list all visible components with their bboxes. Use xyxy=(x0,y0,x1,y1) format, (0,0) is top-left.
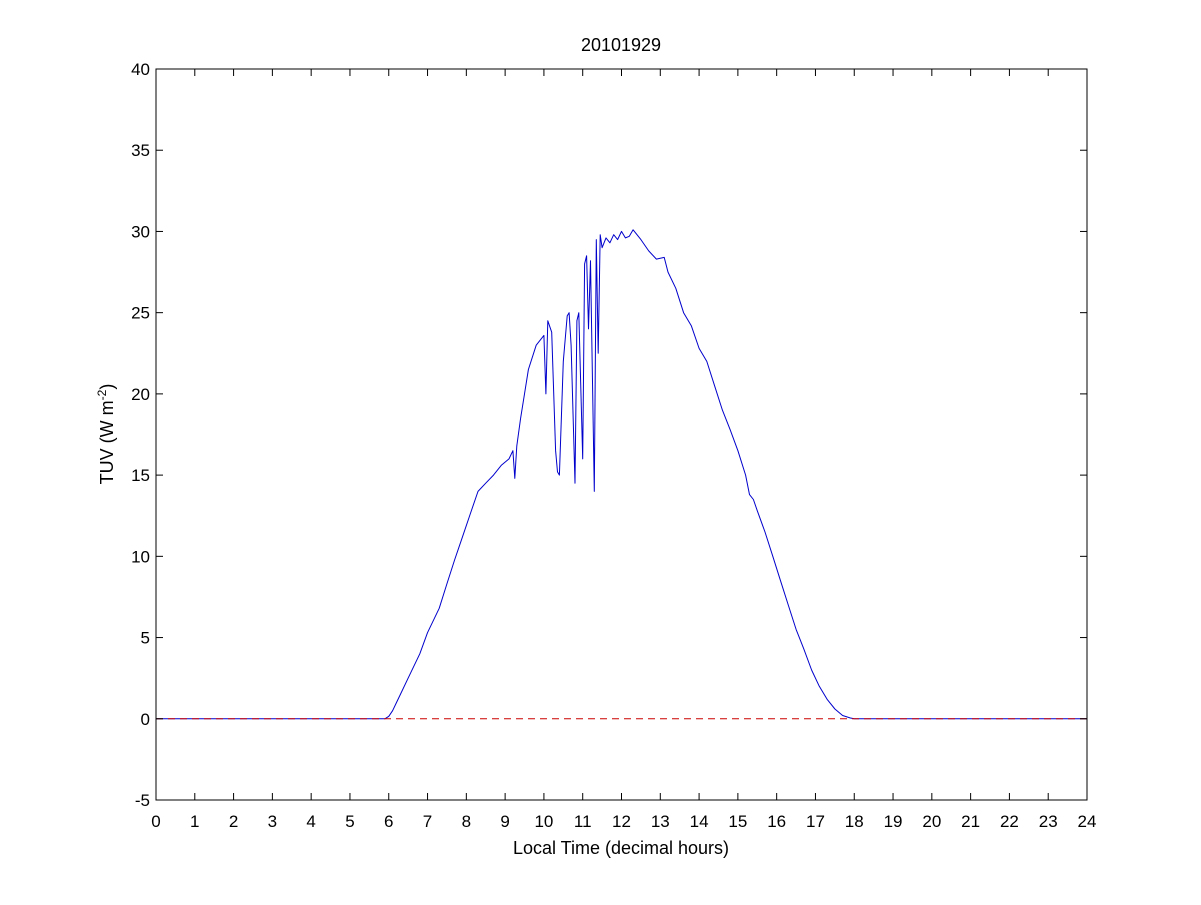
x-tick-label: 11 xyxy=(574,812,592,831)
x-tick-label: 3 xyxy=(268,812,277,831)
y-tick-label: 30 xyxy=(131,222,150,241)
x-tick-label: 4 xyxy=(306,812,315,831)
x-tick-label: 24 xyxy=(1078,812,1097,831)
x-tick-label: 17 xyxy=(806,812,825,831)
y-tick-label: 35 xyxy=(131,141,150,160)
y-axis-label-base: TUV (W m xyxy=(97,400,117,484)
x-tick-label: 7 xyxy=(423,812,432,831)
x-tick-label: 12 xyxy=(612,812,631,831)
x-tick-label: 8 xyxy=(462,812,471,831)
x-tick-label: 15 xyxy=(728,812,747,831)
y-tick-label: 10 xyxy=(131,547,150,566)
x-tick-label: 21 xyxy=(961,812,980,831)
x-tick-label: 14 xyxy=(690,812,709,831)
x-tick-label: 20 xyxy=(922,812,941,831)
x-tick-label: 23 xyxy=(1039,812,1058,831)
tick-layer: 0 1 2 3 4 5 6 7 8 9 10 11 12 13 14 15 16 17 18 19 20 21 22 23 24… xyxy=(131,60,1096,831)
x-tick-label: 5 xyxy=(345,812,354,831)
x-axis-label: Local Time (decimal hours) xyxy=(513,838,729,858)
y-axis-label: TUV (W m-2) xyxy=(95,384,117,485)
y-tick-label: 5 xyxy=(141,629,150,648)
y-tick-label: 25 xyxy=(131,304,150,323)
x-tick-label: 18 xyxy=(845,812,864,831)
series-layer xyxy=(156,229,1087,720)
x-tick-label: 9 xyxy=(500,812,509,831)
y-tick-label: 0 xyxy=(141,710,150,729)
x-tick-label: 6 xyxy=(384,812,393,831)
x-tick-label: 2 xyxy=(229,812,238,831)
y-axis-label-suffix: ) xyxy=(97,384,117,390)
y-tick-label: 20 xyxy=(131,385,150,404)
x-tick-label: 13 xyxy=(651,812,670,831)
y-tick-label: 40 xyxy=(131,60,150,79)
y-tick-label: 15 xyxy=(131,466,150,485)
y-axis-label-superscript: -2 xyxy=(95,389,109,400)
x-tick-label: 10 xyxy=(534,812,553,831)
x-tick-label: 16 xyxy=(767,812,786,831)
y-tick-label: -5 xyxy=(135,791,150,810)
chart-title: 20101929 xyxy=(581,35,661,55)
tuv-series-line xyxy=(156,229,1087,720)
x-tick-label: 22 xyxy=(1000,812,1019,831)
x-tick-label: 1 xyxy=(190,812,199,831)
x-tick-label: 19 xyxy=(884,812,903,831)
x-tick-label: 0 xyxy=(151,812,160,831)
